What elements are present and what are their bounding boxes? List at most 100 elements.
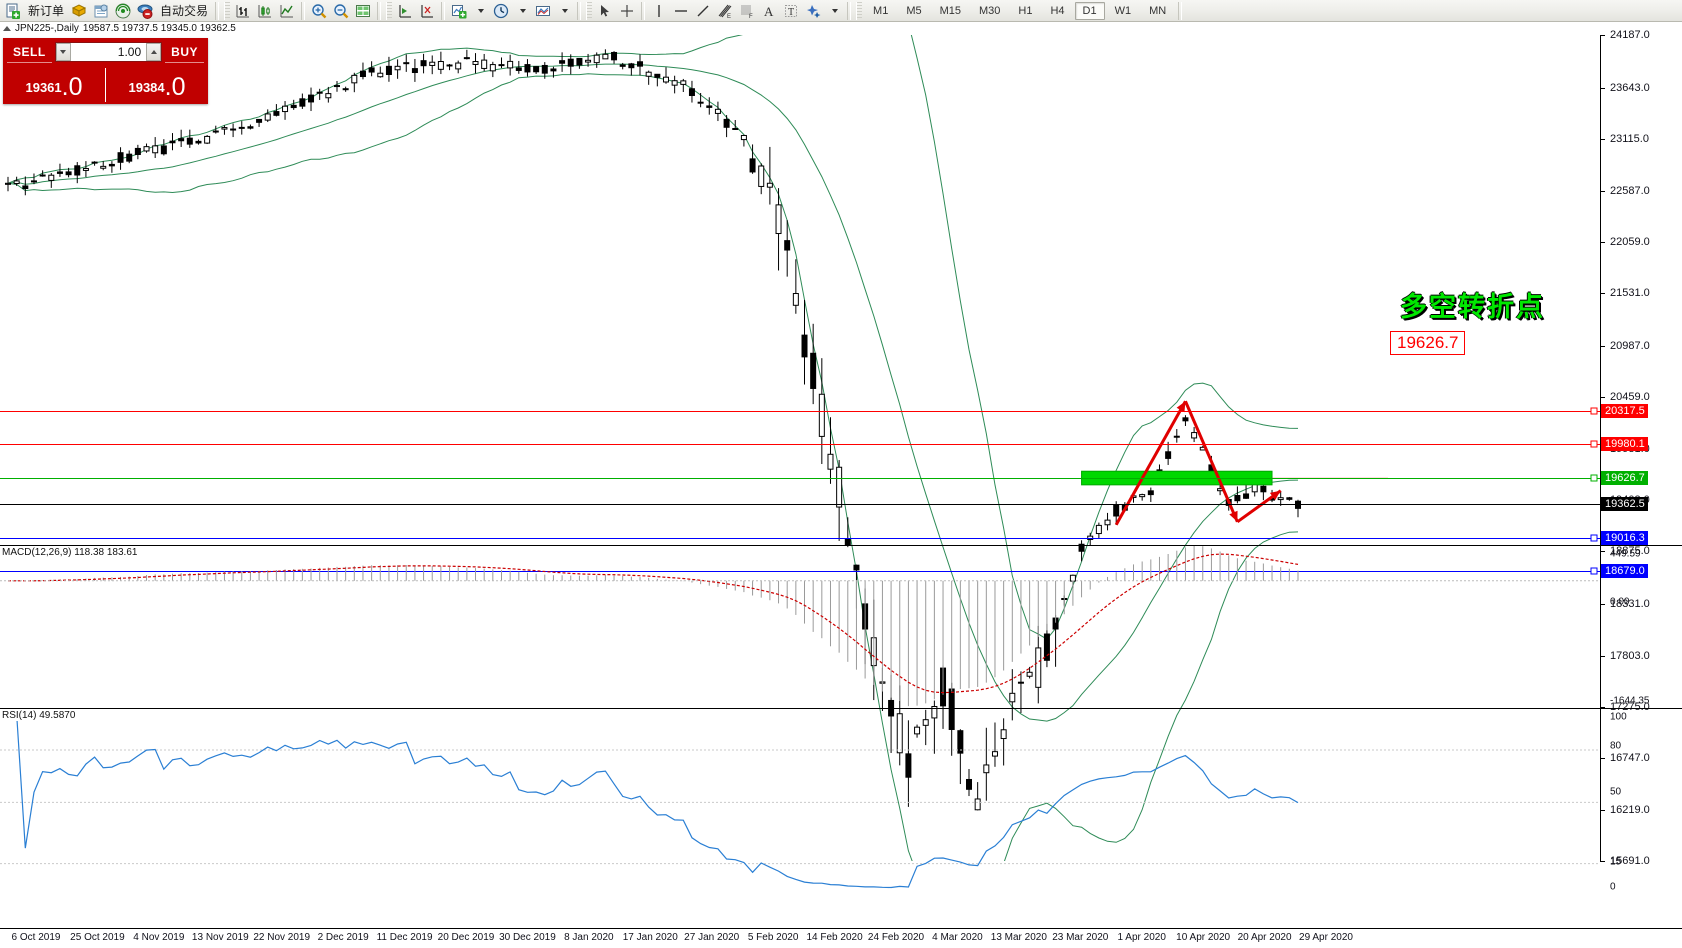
rsi-tick-15: 15 <box>1610 856 1622 868</box>
trend-arrow-head <box>1176 401 1186 413</box>
level-line-support[interactable] <box>0 570 1600 572</box>
date-tick-label: 11 Dec 2019 <box>376 932 433 943</box>
price-tick-label: 22059.0 <box>1610 235 1650 248</box>
autotrade-label[interactable]: 自动交易 <box>160 4 209 18</box>
timeframe-h4[interactable]: H4 <box>1050 4 1065 17</box>
price-tick <box>1600 707 1605 708</box>
date-tick-label: 17 Jan 2020 <box>622 932 678 943</box>
equidistant-channel-icon[interactable]: E <box>714 1 736 21</box>
tile-windows-icon[interactable] <box>352 1 374 21</box>
macd-chart-canvas[interactable] <box>0 546 1600 708</box>
signals-icon[interactable] <box>112 1 134 21</box>
lot-size-stepper[interactable]: 1.00 <box>54 42 163 62</box>
templates-dropdown-arrow[interactable] <box>554 1 574 21</box>
bollinger-band-upper <box>7 35 1299 640</box>
level-handle[interactable] <box>1590 407 1598 415</box>
level-handle[interactable] <box>1590 567 1598 574</box>
timeframe-mn[interactable]: MN <box>1149 4 1167 17</box>
level-line-resistance[interactable] <box>0 444 1600 445</box>
trendline-icon[interactable] <box>692 1 714 21</box>
chart-annotation-text[interactable]: 多空转折点 <box>1400 292 1545 323</box>
price-tick <box>1600 551 1605 553</box>
price-callout-box[interactable]: 19626.7 <box>1390 331 1466 355</box>
zoom-in-icon[interactable] <box>308 1 330 21</box>
level-handle[interactable] <box>1590 440 1598 448</box>
rsi-chart-canvas[interactable] <box>0 709 1600 897</box>
toolbar-grip-4[interactable] <box>856 1 863 20</box>
toolbar-separator-8 <box>1178 1 1183 20</box>
lot-increase-button[interactable] <box>146 43 162 61</box>
level-price-label: 18679.0 <box>1601 563 1648 578</box>
date-tick-label: 14 Feb 2020 <box>806 932 863 943</box>
level-line-current-price[interactable] <box>0 504 1600 506</box>
price-tick <box>1600 241 1605 243</box>
timeframe-m15[interactable]: M15 <box>939 4 961 17</box>
price-tick-label: 15691.0 <box>1610 855 1650 867</box>
level-line-support[interactable] <box>0 537 1600 539</box>
vertical-line-icon[interactable] <box>648 1 670 21</box>
toolbar-grip[interactable] <box>224 1 231 20</box>
trend-arrow-head <box>1269 490 1281 501</box>
data-window-icon[interactable] <box>90 1 112 21</box>
level-handle[interactable] <box>1590 534 1598 542</box>
timeframe-m5[interactable]: M5 <box>906 4 922 17</box>
level-line-resistance[interactable] <box>0 411 1600 413</box>
timeframe-d1[interactable]: D1 <box>1074 1 1105 20</box>
buy-button[interactable]: BUY <box>165 42 204 63</box>
sell-button[interactable]: SELL <box>7 42 52 63</box>
expert-advisor-icon[interactable] <box>68 1 90 21</box>
candlestick-chart-icon[interactable] <box>254 1 276 21</box>
trend-arrow-segment[interactable] <box>1184 400 1239 523</box>
timeframe-m30[interactable]: M30 <box>979 4 1001 17</box>
timeframe-w1[interactable]: W1 <box>1114 4 1132 17</box>
sell-price[interactable]: 19361 .0 <box>3 66 105 104</box>
toolbar-separator-4 <box>441 1 446 20</box>
indicators-dropdown-arrow[interactable] <box>470 1 490 21</box>
shapes-dropdown-arrow[interactable] <box>824 1 844 21</box>
shapes-icon[interactable] <box>802 1 824 21</box>
buy-price[interactable]: 19384 .0 <box>106 66 208 104</box>
autotrade-icon[interactable] <box>134 1 156 21</box>
price-tick-label: 23115.0 <box>1610 133 1649 146</box>
zoom-out-icon[interactable] <box>330 1 352 21</box>
price-tick <box>1600 397 1605 399</box>
price-chart-canvas[interactable] <box>0 35 1600 861</box>
auto-scroll-icon[interactable] <box>416 1 438 21</box>
lot-decrease-button[interactable] <box>55 43 71 61</box>
level-line-pivot[interactable] <box>0 478 1600 480</box>
line-chart-icon[interactable] <box>276 1 298 21</box>
new-order-label[interactable]: 新订单 <box>28 4 65 18</box>
fibonacci-icon[interactable]: F <box>736 1 758 21</box>
text-icon[interactable]: A <box>758 1 780 21</box>
trend-arrow-segment[interactable] <box>1114 400 1187 526</box>
crosshair-icon[interactable] <box>616 1 638 21</box>
timeframe-m1[interactable]: M1 <box>873 4 889 17</box>
templates-icon[interactable] <box>532 1 554 21</box>
indicators-icon[interactable] <box>448 1 470 21</box>
lot-size-value[interactable]: 1.00 <box>117 45 142 59</box>
price-tick-label: 16219.0 <box>1610 803 1650 816</box>
period-dropdown-arrow[interactable] <box>512 1 532 21</box>
new-order-icon[interactable] <box>2 1 24 21</box>
toolbar-grip-2[interactable] <box>386 1 393 20</box>
one-click-trading-panel[interactable]: SELL 1.00 BUY 19361 .0 19384 .0 <box>3 38 208 104</box>
shift-end-icon[interactable] <box>394 1 416 21</box>
collapse-triangle-icon[interactable] <box>3 26 11 31</box>
price-tick-label: 16747.0 <box>1610 752 1650 765</box>
price-tick-label: 24187.0 <box>1610 29 1650 41</box>
level-handle[interactable] <box>1590 474 1598 482</box>
bar-chart-icon[interactable] <box>232 1 254 21</box>
chart-area[interactable]: 24187.0 23643.0 23115.0 22587.0 22059.0 21531… <box>0 29 1682 948</box>
cursor-icon[interactable] <box>594 1 616 21</box>
horizontal-line-icon[interactable] <box>670 1 692 21</box>
macd-label: MACD(12,26,9) 118.38 183.61 <box>2 547 141 558</box>
text-label-icon[interactable]: T <box>780 1 802 21</box>
price-tick-label: 22587.0 <box>1610 184 1650 197</box>
timeframe-h1[interactable]: H1 <box>1018 4 1033 17</box>
svg-text:A: A <box>764 4 774 19</box>
date-axis[interactable]: 6 Oct 2019 25 Oct 2019 4 Nov 2019 13 Nov 20… <box>0 928 1682 948</box>
price-tick <box>1600 346 1605 348</box>
toolbar-grip-3[interactable] <box>586 1 593 20</box>
period-icon[interactable] <box>490 1 512 21</box>
price-tick <box>1600 139 1605 141</box>
